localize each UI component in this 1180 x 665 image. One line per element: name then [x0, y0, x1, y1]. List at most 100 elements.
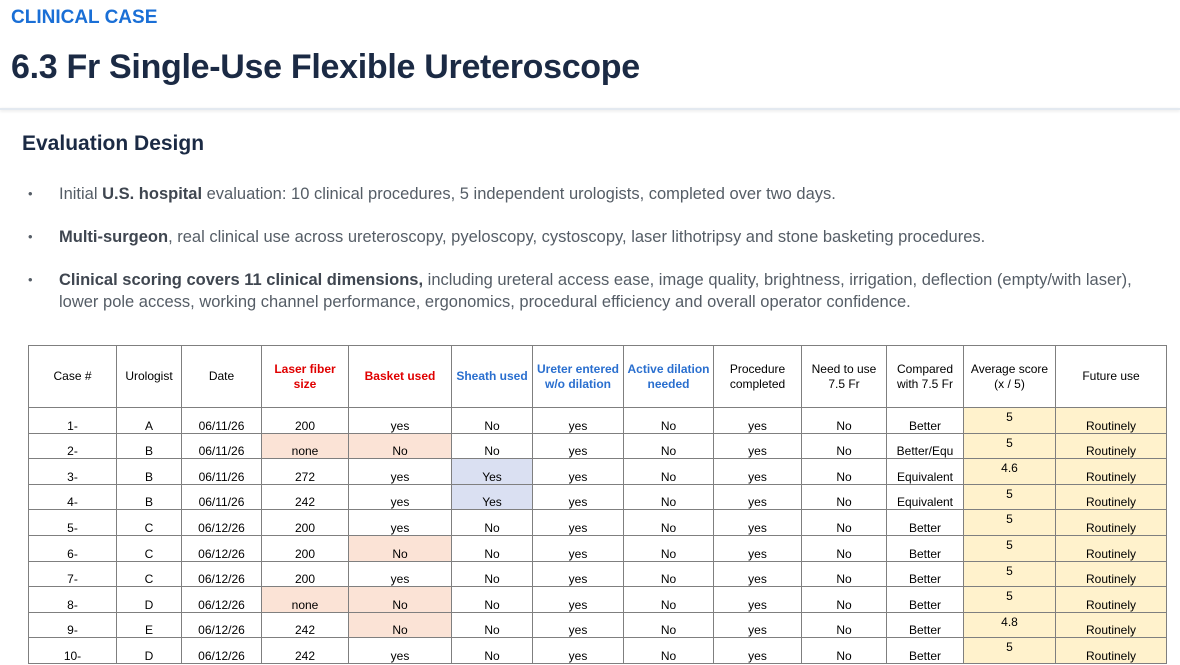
column-header: Active dilation needed	[623, 345, 714, 408]
table-cell: 06/12/26	[181, 534, 262, 562]
table-cell: 5-	[28, 509, 117, 536]
table-cell: 5	[963, 637, 1056, 664]
separator	[0, 108, 1180, 110]
table-cell: 06/11/26	[181, 432, 262, 460]
table-row: 3- B 06/11/26 272 yes Yes yes No yes No Equivalent…	[28, 458, 1167, 485]
table-cell: yes	[713, 611, 802, 639]
table-cell: 06/12/26	[181, 637, 262, 664]
table-cell: No	[801, 611, 887, 639]
table-row: 6- C 06/12/26 200 No No yes No yes No Better 5 Routi…	[28, 534, 1167, 562]
table-cell: yes	[713, 509, 802, 536]
table-cell: No	[623, 637, 714, 664]
table-cell: 200	[261, 534, 349, 562]
table-cell: 200	[261, 407, 349, 434]
table-cell: yes	[532, 458, 624, 485]
text: Initial	[59, 185, 103, 203]
table-cell: No	[623, 407, 714, 434]
table-cell: yes	[713, 534, 802, 562]
table-cell: Better	[886, 509, 964, 536]
table-cell: No	[348, 432, 452, 460]
table-cell: No	[451, 637, 533, 664]
table-cell: Better	[886, 407, 964, 434]
table-cell: 272	[261, 458, 349, 485]
bullet: Initial U.S. hospital evaluation: 10 cli…	[0, 183, 1160, 205]
table-cell: No	[451, 509, 533, 536]
table-cell: D	[116, 637, 182, 664]
table-row: 8- D 06/12/26 none No No yes No yes No Better 5 Rout…	[28, 586, 1167, 613]
table-cell: yes	[532, 637, 624, 664]
bold-text: Multi-surgeon	[59, 228, 169, 246]
table-cell: No	[801, 509, 887, 536]
table-cell: 6-	[28, 534, 117, 562]
table-cell: Routinely	[1055, 407, 1167, 434]
bullet-list: Initial U.S. hospital evaluation: 10 cli…	[0, 183, 1160, 334]
table-cell: No	[623, 534, 714, 562]
table-cell: C	[116, 534, 182, 562]
table-cell: yes	[348, 483, 452, 511]
table-cell: Better	[886, 586, 964, 613]
table-cell: Yes	[451, 458, 533, 485]
table-cell: No	[623, 586, 714, 613]
table-cell: No	[451, 586, 533, 613]
table-cell: yes	[713, 560, 802, 588]
column-header: Date	[181, 345, 262, 408]
table-cell: 4.8	[963, 611, 1056, 639]
column-header: Basket used	[348, 345, 452, 408]
case-table: Case # Urologist Date Laser fiber size Baske…	[28, 345, 1167, 664]
table-cell: Better	[886, 637, 964, 664]
table-cell: No	[451, 432, 533, 460]
table-cell: yes	[348, 458, 452, 485]
table-cell: Better	[886, 611, 964, 639]
table-cell: No	[801, 586, 887, 613]
table-cell: Routinely	[1055, 586, 1167, 613]
table-cell: No	[451, 560, 533, 588]
table-cell: No	[348, 611, 452, 639]
table-cell: 242	[261, 483, 349, 511]
table-cell: 06/12/26	[181, 509, 262, 536]
table-cell: B	[116, 432, 182, 460]
table-cell: Routinely	[1055, 432, 1167, 460]
text: , real clinical use across ureteroscopy,…	[168, 228, 986, 246]
table-cell: No	[623, 509, 714, 536]
table-cell: yes	[348, 407, 452, 434]
column-header: Case #	[28, 345, 117, 408]
table-cell: 242	[261, 637, 349, 664]
table-cell: yes	[348, 637, 452, 664]
table-cell: No	[801, 483, 887, 511]
table-row: 10- D 06/12/26 242 yes No yes No yes No Better 5 Rou…	[28, 637, 1167, 664]
table-cell: No	[451, 611, 533, 639]
table-cell: 9-	[28, 611, 117, 639]
section-heading: Evaluation Design	[22, 132, 205, 155]
table-cell: 3-	[28, 458, 117, 485]
bullet: Clinical scoring covers 11 clinical dime…	[0, 269, 1160, 313]
table-cell: Routinely	[1055, 509, 1167, 536]
table-cell: D	[116, 586, 182, 613]
table-cell: 200	[261, 509, 349, 536]
table-row: 1- A 06/11/26 200 yes No yes No yes No Better 5 Rout…	[28, 407, 1167, 434]
table-cell: yes	[713, 586, 802, 613]
column-header: Sheath used	[451, 345, 533, 408]
table-cell: Better/Equ	[886, 432, 964, 460]
table-cell: 06/11/26	[181, 407, 262, 434]
table-cell: 5	[963, 586, 1056, 613]
table-cell: Better	[886, 560, 964, 588]
table-cell: Yes	[451, 483, 533, 511]
table-cell: yes	[532, 432, 624, 460]
table-cell: B	[116, 458, 182, 485]
table-cell: A	[116, 407, 182, 434]
table-cell: yes	[532, 483, 624, 511]
table-cell: 8-	[28, 586, 117, 613]
table-cell: Better	[886, 534, 964, 562]
bold-text: U.S. hospital	[102, 185, 203, 203]
table-cell: yes	[713, 432, 802, 460]
table-cell: E	[116, 611, 182, 639]
table-cell: 06/11/26	[181, 483, 262, 511]
table-cell: C	[116, 560, 182, 588]
table-cell: yes	[532, 407, 624, 434]
table-cell: Equivalent	[886, 483, 964, 511]
table-row: 4- B 06/11/26 242 yes Yes yes No yes No Equivalent…	[28, 483, 1167, 511]
column-header: Procedure completed	[713, 345, 802, 408]
table-cell: yes	[348, 509, 452, 536]
table-cell: 5	[963, 432, 1056, 460]
table-cell: 5	[963, 560, 1056, 588]
